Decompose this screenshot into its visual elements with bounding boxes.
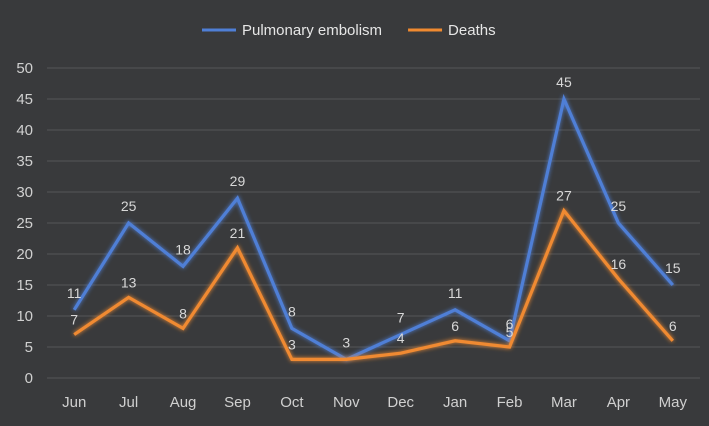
x-tick-label: Sep: [224, 394, 251, 411]
data-label: 7: [397, 310, 405, 326]
x-tick-label: Mar: [551, 394, 577, 411]
data-label: 29: [230, 173, 246, 189]
legend: Pulmonary embolism Deaths: [202, 22, 496, 39]
x-tick-label: Dec: [387, 394, 414, 411]
data-label: 6: [669, 318, 677, 334]
data-label: 13: [121, 274, 137, 290]
x-tick-label: May: [659, 394, 688, 411]
gridlines: [47, 67, 700, 379]
data-label: 21: [230, 225, 246, 241]
y-tick-label: 40: [16, 122, 33, 139]
data-label: 45: [556, 74, 572, 90]
data-label: 18: [175, 241, 191, 257]
y-axis: 0 5 10 15 20 25 30 35 40 45 50: [16, 60, 33, 387]
x-tick-label: Nov: [333, 394, 360, 411]
data-label: 7: [70, 312, 78, 328]
y-tick-label: 50: [16, 60, 33, 77]
data-label: 15: [665, 260, 681, 276]
y-tick-label: 5: [25, 339, 33, 356]
x-axis: Jun Jul Aug Sep Oct Nov Dec Jan Feb Mar Apr May: [62, 394, 687, 411]
y-tick-label: 35: [16, 153, 33, 170]
data-label: 3: [288, 336, 296, 352]
x-tick-label: Oct: [280, 394, 304, 411]
data-label: 25: [121, 198, 137, 214]
series-lines: [72, 93, 674, 362]
data-label: 16: [611, 256, 627, 272]
y-tick-label: 25: [16, 215, 33, 232]
y-tick-label: 10: [16, 308, 33, 325]
data-label: 5: [506, 324, 514, 340]
data-label: 8: [288, 303, 296, 319]
y-tick-label: 0: [25, 370, 33, 387]
data-label: 8: [179, 305, 187, 321]
data-label: 27: [556, 188, 572, 204]
y-tick-label: 15: [16, 277, 33, 294]
y-tick-label: 45: [16, 91, 33, 108]
x-tick-label: Jun: [62, 394, 86, 411]
x-tick-label: Apr: [607, 394, 630, 411]
x-tick-label: Jan: [443, 394, 467, 411]
series-line-1: [73, 207, 674, 361]
data-label: 4: [397, 330, 405, 346]
x-tick-label: Aug: [170, 394, 197, 411]
data-label: 6: [451, 318, 459, 334]
data-label: 3: [342, 334, 350, 350]
data-label: 6: [506, 316, 514, 332]
data-label: 11: [67, 285, 82, 301]
y-tick-label: 30: [16, 184, 33, 201]
x-tick-label: Jul: [119, 394, 138, 411]
data-label: 11: [448, 285, 463, 301]
x-tick-label: Feb: [497, 394, 523, 411]
data-label: 25: [611, 198, 627, 214]
legend-entry: Pulmonary embolism: [242, 22, 382, 39]
y-tick-label: 20: [16, 246, 33, 263]
series-line-0: [72, 93, 674, 362]
legend-entry: Deaths: [448, 22, 496, 39]
